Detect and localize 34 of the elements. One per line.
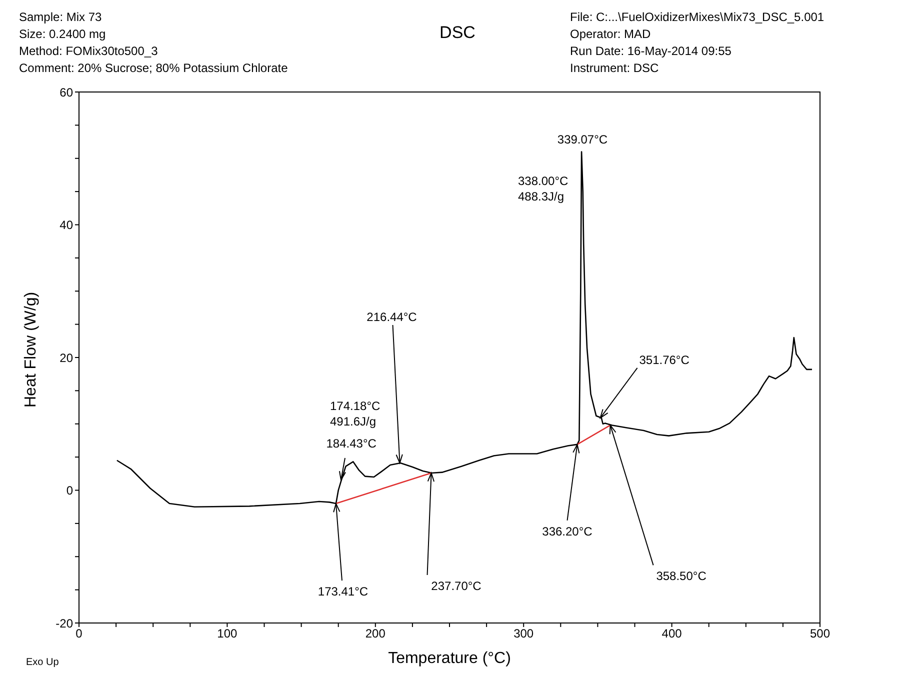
annotation: 173.41°C <box>318 584 368 599</box>
y-tick-label: -20 <box>56 616 74 630</box>
y-tick-label: 0 <box>66 484 74 498</box>
text: Comment: 20% Sucrose; 80% Potassium Chlorate <box>19 61 288 75</box>
y-tick-label: 60 <box>60 85 74 100</box>
annotation: 338.00°C 488.3J/g <box>518 174 568 204</box>
text: File: C:...\FuelOxidizerMixes\Mix73_DSC_5.001 <box>570 10 824 24</box>
x-tick-label: 0 <box>76 626 83 641</box>
annotation: 174.18°C 491.6J/g <box>330 399 380 429</box>
x-tick-label: 500 <box>810 626 830 641</box>
x-tick-label: 200 <box>365 626 386 641</box>
annotation: 237.70°C <box>431 578 482 593</box>
y-axis-title: Heat Flow (W/g) <box>22 292 40 408</box>
line-series <box>116 151 813 508</box>
annotation: 351.76°C <box>639 352 690 367</box>
text: Sample: Mix 73 <box>19 10 102 24</box>
y-tick-label: 20 <box>60 350 74 365</box>
annotation: 358.50°C <box>656 569 707 584</box>
text: Exo Up <box>26 657 60 668</box>
annotation: 336.20°C <box>542 524 593 538</box>
annotation: 339.07°C <box>557 132 608 147</box>
x-tick-label: 300 <box>514 626 534 641</box>
text: Instrument: DSC <box>570 61 660 75</box>
y-tick-label: 40 <box>60 218 74 232</box>
text: Method: FOMix30to500_3 <box>19 44 158 58</box>
x-tick-label: 400 <box>662 626 682 641</box>
annotation: 184.43°C <box>326 436 377 451</box>
x-tick-label: 100 <box>217 626 238 641</box>
text: Operator: MAD <box>570 27 652 41</box>
x-axis-title: Temperature (°C) <box>388 650 511 667</box>
chart-title: DSC <box>440 23 476 42</box>
annotation: 216.44°C <box>366 310 418 324</box>
text: Size: 0.2400 mg <box>19 27 106 41</box>
text: Run Date: 16-May-2014 09:55 <box>570 44 732 58</box>
